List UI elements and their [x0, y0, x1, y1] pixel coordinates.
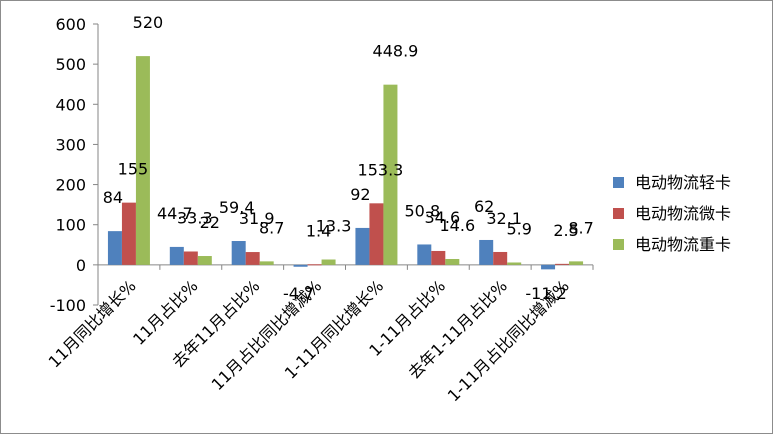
category-label: 11月同比增长%	[45, 276, 140, 371]
bar	[169, 246, 184, 265]
data-label: 448.9	[373, 42, 419, 61]
bars	[107, 56, 584, 270]
legend-swatch	[613, 208, 624, 219]
bar	[245, 252, 260, 265]
bar	[383, 84, 398, 265]
legend-label: 电动物流轻卡	[635, 173, 731, 192]
data-labels: 84 44.7 59.4 -4.7 92 50.8 62 -11.2 155 33.3 31.9 1.…	[103, 13, 594, 303]
y-tick-label: 200	[55, 176, 86, 195]
bar	[107, 231, 122, 265]
data-label: 5.9	[506, 219, 531, 238]
bar	[259, 261, 274, 265]
bar	[197, 256, 212, 265]
data-label: 2.5	[553, 221, 578, 240]
bar	[479, 239, 494, 265]
data-label: 59.4	[219, 198, 255, 217]
bar	[293, 264, 308, 267]
legend-label: 电动物流重卡	[635, 235, 731, 254]
data-label: -11.2	[525, 284, 566, 303]
data-label: 8.7	[259, 218, 284, 237]
bar	[231, 241, 246, 265]
y-tick-label: 600	[55, 15, 86, 34]
legend-swatch	[613, 177, 624, 188]
y-tick-label: 300	[55, 135, 86, 154]
y-tick-label: 100	[55, 216, 86, 235]
bar	[183, 251, 198, 265]
bar	[569, 261, 584, 265]
legend-swatch	[613, 239, 624, 250]
data-label: 155	[118, 160, 149, 179]
data-label: -4.7	[283, 284, 314, 303]
data-label: 84	[103, 188, 123, 207]
data-label: 13.3	[316, 217, 352, 236]
bar	[321, 259, 336, 265]
data-label: 153.3	[358, 160, 404, 179]
data-label: 32.1	[486, 209, 522, 228]
y-tick-label: -100	[50, 296, 86, 315]
data-label: 1.4	[306, 221, 331, 240]
data-label: 33.3	[177, 208, 213, 227]
y-tick-label: 0	[76, 256, 86, 275]
bar	[355, 227, 370, 265]
bar	[121, 202, 136, 265]
data-label: 22	[200, 213, 220, 232]
data-label: 31.9	[239, 209, 275, 228]
bar	[555, 263, 570, 265]
data-label: 44.7	[157, 204, 193, 223]
data-label: 14.6	[440, 216, 476, 235]
bar	[507, 262, 522, 265]
y-tick-label: 500	[55, 55, 86, 74]
bar	[417, 244, 432, 265]
data-label: 8.7	[568, 218, 593, 237]
bar	[307, 264, 322, 266]
legend-label: 电动物流微卡	[635, 204, 731, 223]
y-tick-label: 400	[55, 95, 86, 114]
bar	[369, 203, 384, 265]
data-label: 34.6	[425, 208, 461, 227]
bar	[135, 56, 150, 265]
bar	[541, 264, 556, 270]
data-label: 520	[133, 13, 164, 32]
bar	[431, 250, 446, 265]
data-label: 50.8	[405, 201, 441, 220]
data-label: 92	[350, 185, 370, 204]
bar	[493, 251, 508, 265]
data-label: 62	[474, 197, 494, 216]
bar	[445, 258, 460, 265]
